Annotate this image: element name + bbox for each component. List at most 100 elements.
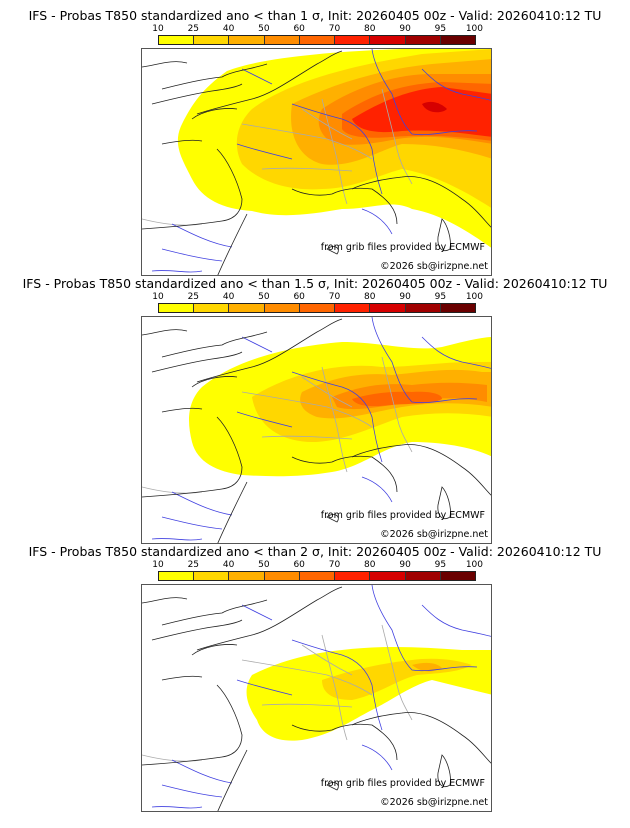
data-source-credit: from grib files provided by ECMWF bbox=[320, 778, 485, 789]
forecast-panel-2: IFS - Probas T850 standardized ano < tha… bbox=[0, 276, 630, 544]
river-line bbox=[241, 585, 478, 672]
colorbar-tick: 50 bbox=[258, 24, 270, 34]
coastline bbox=[142, 684, 243, 766]
colorbar-tick: 80 bbox=[364, 560, 376, 570]
colorbar-tick: 25 bbox=[187, 560, 200, 570]
river-line bbox=[421, 336, 491, 369]
coastline bbox=[437, 218, 451, 252]
colorbar bbox=[158, 571, 476, 581]
coastline bbox=[161, 644, 238, 681]
coastline bbox=[437, 486, 451, 520]
copyright-credit: ©2026 sb@irizpne.net bbox=[380, 797, 488, 808]
colorbar-segment bbox=[335, 572, 371, 580]
coastline bbox=[326, 514, 339, 523]
coastline bbox=[291, 455, 398, 493]
river-line bbox=[241, 317, 478, 404]
river-line bbox=[291, 639, 383, 731]
map-graphic bbox=[142, 49, 491, 275]
colorbar-segment bbox=[440, 304, 475, 312]
colorbar-segment bbox=[335, 36, 371, 44]
colorbar-labels: 10 25 40 50 60 70 80 90 95 100 bbox=[152, 560, 483, 570]
colorbar-tick: 40 bbox=[222, 24, 235, 34]
coastline bbox=[291, 187, 398, 225]
colorbar-tick: 10 bbox=[152, 560, 164, 570]
river-line bbox=[291, 371, 383, 463]
colorbar-segment bbox=[405, 304, 441, 312]
river-line bbox=[151, 223, 233, 273]
probability-contour bbox=[422, 101, 447, 113]
colorbar-tick: 60 bbox=[293, 292, 305, 302]
colorbar-segment bbox=[229, 304, 265, 312]
probability-contour bbox=[352, 87, 491, 137]
colorbar-tick: 50 bbox=[258, 292, 270, 302]
river-line bbox=[421, 604, 491, 637]
colorbar-tick: 10 bbox=[152, 24, 164, 34]
colorbar-segment bbox=[264, 36, 300, 44]
colorbar bbox=[158, 35, 476, 45]
colorbar-tick: 25 bbox=[187, 292, 200, 302]
river-line bbox=[241, 49, 478, 136]
region-border bbox=[241, 108, 373, 172]
colorbar bbox=[158, 303, 476, 313]
region-border bbox=[321, 366, 348, 473]
colorbar-segment bbox=[299, 572, 336, 580]
copyright-credit: ©2026 sb@irizpne.net bbox=[380, 261, 488, 272]
coastline bbox=[142, 148, 243, 230]
copyright-credit: ©2026 sb@irizpne.net bbox=[380, 529, 488, 540]
coastline bbox=[326, 782, 339, 791]
forecast-panel-1: IFS - Probas T850 standardized ano < tha… bbox=[0, 8, 630, 276]
probability-contour bbox=[412, 662, 442, 672]
colorbar-tick: 50 bbox=[258, 560, 270, 570]
colorbar-tick: 70 bbox=[328, 292, 341, 302]
colorbar-tick: 80 bbox=[364, 24, 376, 34]
colorbar-segment bbox=[370, 36, 406, 44]
river-line bbox=[236, 679, 393, 771]
colorbar-segment bbox=[264, 304, 300, 312]
coastline bbox=[437, 754, 451, 788]
colorbar-labels: 10 25 40 50 60 70 80 90 95 100 bbox=[152, 292, 483, 302]
data-source-credit: from grib files provided by ECMWF bbox=[320, 510, 485, 521]
colorbar-tick: 40 bbox=[222, 292, 235, 302]
colorbar-segment bbox=[405, 36, 441, 44]
region-border bbox=[241, 644, 373, 708]
colorbar-tick: 100 bbox=[465, 24, 483, 34]
coastline bbox=[291, 723, 398, 761]
coastline bbox=[142, 329, 268, 373]
coastline bbox=[217, 481, 248, 543]
panel-title: IFS - Probas T850 standardized ano < tha… bbox=[22, 276, 608, 291]
coastline bbox=[196, 50, 343, 115]
colorbar-segment bbox=[440, 572, 475, 580]
colorbar-tick: 95 bbox=[434, 560, 447, 570]
coastline bbox=[161, 108, 238, 145]
colorbar-tick: 90 bbox=[399, 560, 411, 570]
probability-map: from grib files provided by ECMWF ©2026 … bbox=[141, 48, 492, 276]
colorbar-segment bbox=[159, 304, 195, 312]
coastline bbox=[217, 213, 248, 275]
colorbar-tick: 100 bbox=[465, 560, 483, 570]
colorbar-segment bbox=[229, 36, 265, 44]
colorbar-segment bbox=[159, 572, 195, 580]
colorbar-segment bbox=[299, 304, 336, 312]
river-line bbox=[236, 411, 393, 503]
coastline bbox=[326, 246, 339, 255]
colorbar-segment bbox=[194, 36, 230, 44]
colorbar-segment bbox=[194, 304, 230, 312]
map-graphic bbox=[142, 585, 491, 811]
colorbar-segment bbox=[405, 572, 441, 580]
colorbar-labels: 10 25 40 50 60 70 80 90 95 100 bbox=[152, 24, 483, 34]
river-line bbox=[421, 68, 491, 101]
coastline bbox=[161, 376, 238, 413]
colorbar-tick: 60 bbox=[293, 24, 305, 34]
forecast-panel-3: IFS - Probas T850 standardized ano < tha… bbox=[0, 544, 630, 812]
probability-map: from grib files provided by ECMWF ©2026 … bbox=[141, 316, 492, 544]
colorbar-tick: 60 bbox=[293, 560, 305, 570]
colorbar-segment bbox=[370, 572, 406, 580]
region-border bbox=[241, 376, 373, 440]
coastline bbox=[351, 712, 491, 764]
colorbar-segment bbox=[370, 304, 406, 312]
coastline bbox=[142, 416, 243, 498]
colorbar-tick: 70 bbox=[328, 24, 341, 34]
colorbar-segment bbox=[159, 36, 195, 44]
colorbar-tick: 10 bbox=[152, 292, 164, 302]
coastline bbox=[351, 176, 491, 228]
